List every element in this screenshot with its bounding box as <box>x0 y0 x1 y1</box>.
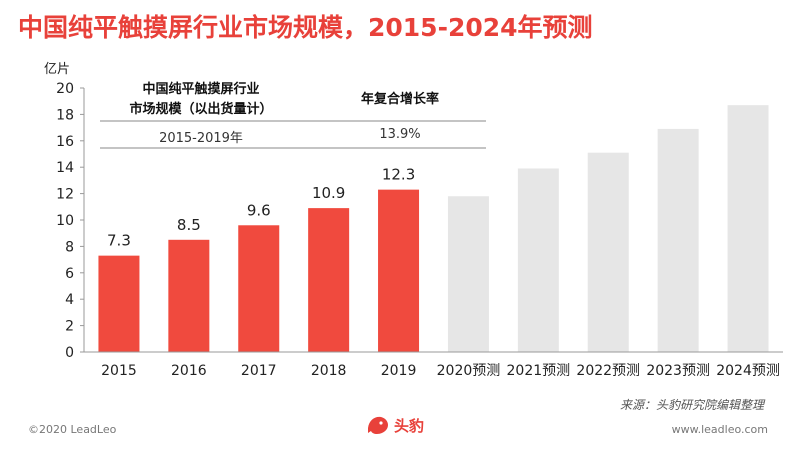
y-tick-label: 0 <box>65 345 74 361</box>
cagr-col1-header: 中国纯平触摸屏行业 市场规模（以出货量计） <box>106 80 296 120</box>
bar-data-label: 10.9 <box>312 184 345 202</box>
x-tick-label: 2019 <box>381 363 417 379</box>
actual-bar <box>168 239 210 352</box>
x-tick-label: 2022预测 <box>576 363 640 379</box>
page-title: 中国纯平触摸屏行业市场规模，2015-2024年预测 <box>18 13 593 42</box>
copyright: ©2020 LeadLeo <box>28 423 117 436</box>
y-axis-unit: 亿片 <box>44 62 71 77</box>
y-tick-label: 14 <box>56 160 74 176</box>
x-tick-label: 2017 <box>241 363 277 379</box>
leadleo-logo: 头豹 <box>366 414 424 436</box>
bar-data-label: 12.3 <box>382 166 415 184</box>
forecast-bar <box>587 152 629 352</box>
bar-data-label: 7.3 <box>107 232 131 250</box>
x-tick-label: 2021预测 <box>507 363 571 379</box>
actual-bar <box>308 208 350 352</box>
x-tick-label: 2020预测 <box>437 363 501 379</box>
actual-bar <box>378 189 420 352</box>
cagr-period: 2015-2019年 <box>159 131 243 146</box>
x-tick-label: 2016 <box>171 363 207 379</box>
actual-bar <box>238 225 280 352</box>
cagr-col1-header-line1: 中国纯平触摸屏行业 <box>142 82 260 97</box>
cagr-rate: 13.9% <box>379 127 421 142</box>
cagr-col2-header: 年复合增长率 <box>360 92 439 107</box>
cagr-col1-header-line2: 市场规模（以出货量计） <box>129 102 273 117</box>
x-tick-label: 2015 <box>101 363 137 379</box>
source-note: 来源：头豹研究院编辑整理 <box>619 398 764 412</box>
x-tick-label: 2018 <box>311 363 347 379</box>
logo-text: 头豹 <box>394 416 425 435</box>
forecast-bar <box>447 196 489 352</box>
website-url: www.leadleo.com <box>671 423 768 436</box>
y-tick-label: 2 <box>65 319 74 335</box>
y-tick-label: 10 <box>56 213 74 229</box>
forecast-bar <box>727 105 769 352</box>
x-tick-label: 2023预测 <box>646 363 710 379</box>
forecast-bar <box>517 168 559 352</box>
forecast-bar <box>657 128 699 352</box>
y-tick-label: 20 <box>56 81 74 97</box>
leopard-icon <box>368 416 388 434</box>
y-tick-label: 18 <box>56 107 74 123</box>
bar-data-label: 8.5 <box>177 216 201 234</box>
y-tick-label: 12 <box>56 187 74 203</box>
bar-data-label: 9.6 <box>247 201 271 219</box>
y-tick-label: 4 <box>65 292 74 308</box>
actual-bar <box>98 255 140 352</box>
y-tick-label: 16 <box>56 134 74 150</box>
y-tick-label: 8 <box>65 239 74 255</box>
x-tick-label: 2024预测 <box>716 363 780 379</box>
y-tick-label: 6 <box>65 266 74 282</box>
